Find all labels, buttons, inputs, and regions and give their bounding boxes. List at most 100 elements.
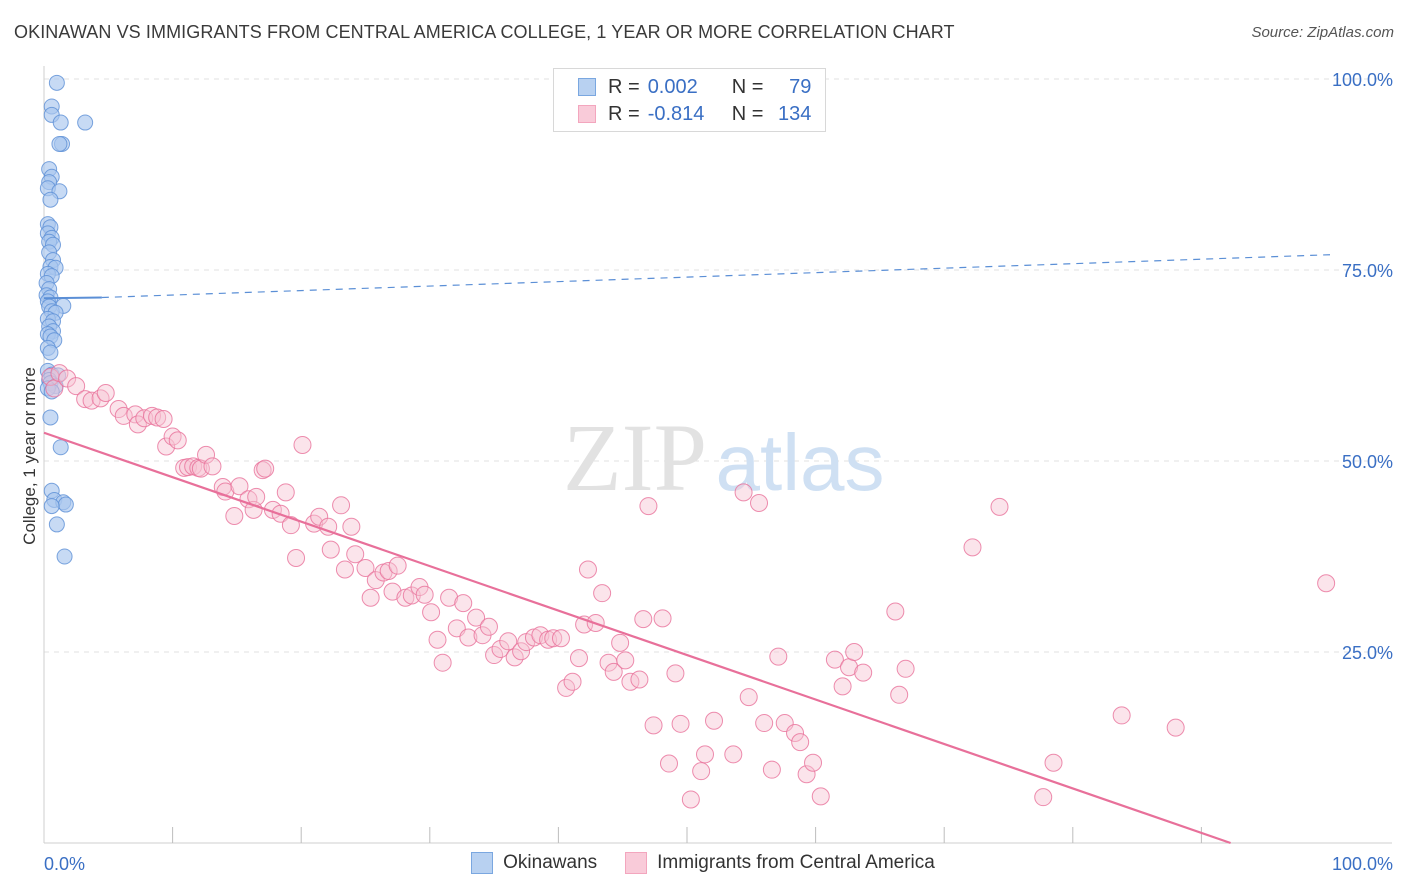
data-point [833,677,852,696]
data-point [896,659,915,678]
legend-item-okinawans: Okinawans [471,852,597,874]
data-point [287,549,306,568]
trendline-extension [101,254,1331,299]
data-point [96,384,115,403]
okinawans-trendline [43,296,102,300]
data-point [804,753,823,772]
legend-swatch-blue [578,78,596,96]
data-point [148,408,167,427]
data-point [197,445,216,464]
data-point [593,584,612,603]
data-point [77,114,94,131]
data-point [611,633,630,652]
data-points [38,74,1336,809]
data-point [335,560,354,579]
data-point [1112,706,1131,725]
data-point [479,617,498,636]
data-point [293,435,312,454]
data-point [157,437,176,456]
data-point [440,588,459,607]
data-point [332,496,351,515]
data-point [203,457,222,476]
data-point [422,603,441,622]
data-point [67,377,86,396]
data-point [990,497,1009,516]
data-point [43,383,60,400]
legend-row-central-america: R = -0.814 N = 134 [578,102,811,126]
data-point [797,765,816,784]
data-point [114,406,133,425]
data-point [42,344,59,361]
central-america-trendline [43,431,1231,845]
data-point [551,629,570,648]
x-tick-label: 0.0% [44,854,85,874]
data-point [890,685,909,704]
data-point [43,498,60,515]
data-point [154,409,173,428]
y-tick-label: 25.0% [1342,643,1393,663]
data-point [388,556,407,575]
data-point [1317,574,1336,593]
data-point [361,588,380,607]
data-point [366,571,385,590]
r-label: R = [608,75,640,98]
data-point [739,688,758,707]
data-point [499,632,518,651]
data-point [659,754,678,773]
data-point [750,494,769,513]
data-point [762,760,781,779]
watermark-atlas: atlas [716,418,885,507]
data-point [48,516,65,533]
data-point [52,439,69,456]
data-point [639,497,658,516]
data-point [544,629,563,648]
data-point [230,477,249,496]
data-point [91,389,110,408]
data-point [433,653,452,672]
data-point [696,745,715,764]
data-point [310,507,329,526]
data-point [886,602,905,621]
tick-labels: 100.0% 75.0% 50.0% 25.0% 0.0% 100.0% [44,70,1393,874]
data-point [256,459,275,478]
data-point [630,670,649,689]
data-point [57,496,74,513]
chart-title: OKINAWAN VS IMMIGRANTS FROM CENTRAL AMER… [14,22,955,42]
data-point [281,516,300,535]
data-point [653,609,672,628]
legend-label: Okinawans [503,852,598,873]
legend-swatch-pink [625,852,648,874]
data-point [786,723,805,742]
data-point [769,647,788,666]
data-point [569,649,588,668]
source-credit: Source: ZipAtlas.com [1251,24,1394,41]
data-point [1034,788,1053,807]
y-tick-label: 50.0% [1342,452,1393,472]
data-point [454,594,473,613]
legend-item-central-america: Immigrants from Central America [625,852,935,874]
data-point [428,630,447,649]
data-point [58,369,77,388]
data-point [724,745,743,764]
data-point [42,409,59,426]
n-label: N = [731,102,764,125]
data-point [342,517,361,536]
y-tick-label: 100.0% [1332,70,1393,90]
data-point [644,716,663,735]
data-point [491,639,510,658]
data-point [459,628,478,647]
data-point [791,733,810,752]
data-point [467,608,486,627]
gridlines [44,78,1392,653]
data-point [854,663,873,682]
data-point [681,790,700,809]
trendlines [43,254,1331,845]
watermark: ZIP atlas [563,404,884,511]
data-point [51,135,68,152]
data-point [692,762,711,781]
r-value: -0.814 [647,102,705,125]
data-point [963,538,982,557]
y-axis-title: College, 1 year or more [20,367,39,545]
data-point [42,191,59,208]
n-value: 79 [789,75,812,98]
